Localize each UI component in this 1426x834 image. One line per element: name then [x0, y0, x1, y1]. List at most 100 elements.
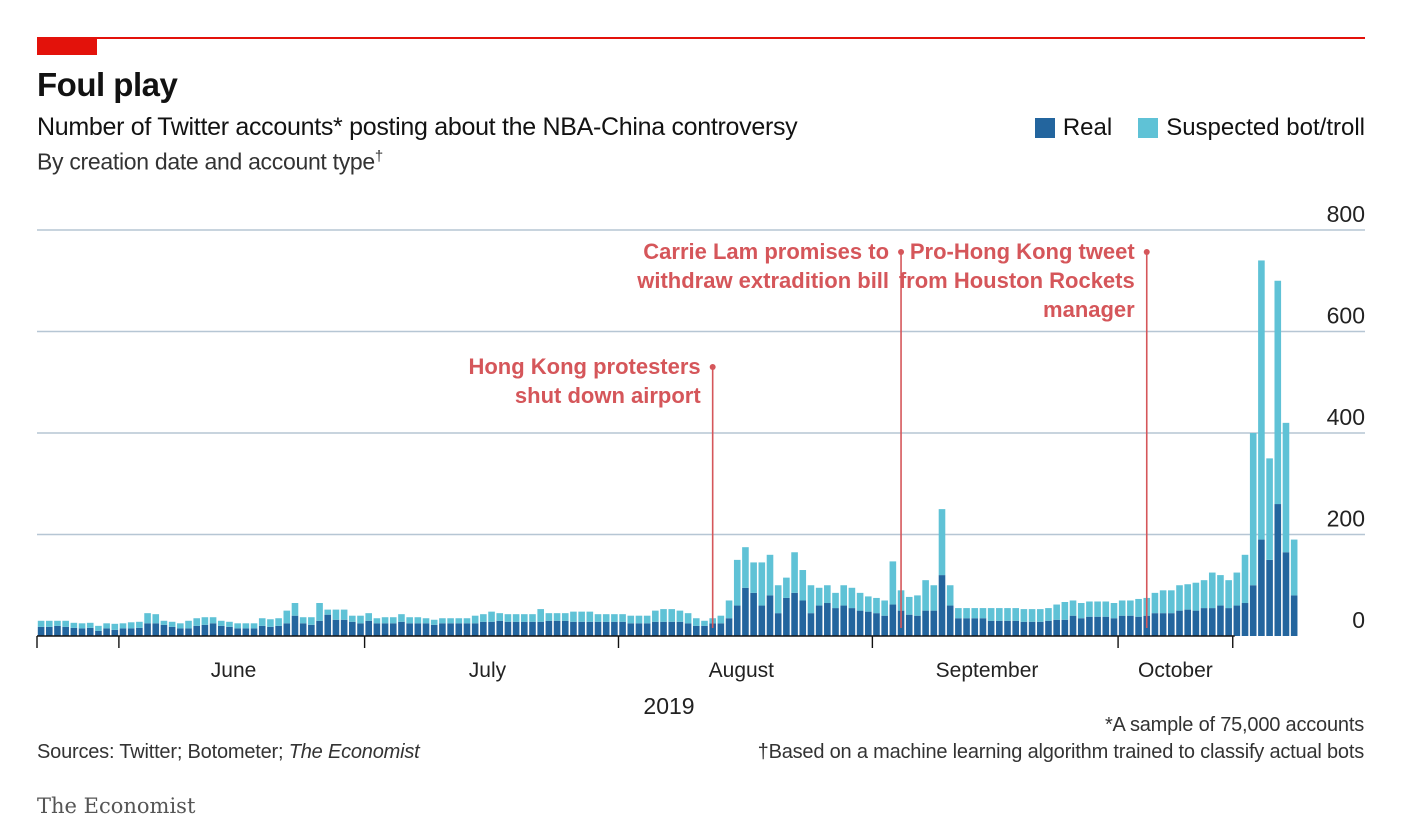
- bar-bot: [586, 611, 594, 622]
- bar-real: [578, 621, 585, 636]
- bar-bot: [1086, 601, 1093, 617]
- x-axis: June July August September October 2019: [36, 635, 1235, 719]
- top-rule: [37, 37, 1365, 39]
- bar-real: [1217, 605, 1224, 636]
- bar-real: [938, 575, 946, 636]
- bar-real: [422, 623, 430, 636]
- bar-real: [758, 605, 766, 636]
- gridlines: [37, 229, 1365, 536]
- bar-bot: [996, 608, 1003, 621]
- bar-bot: [267, 619, 274, 627]
- legend-label-real: Real: [1062, 114, 1113, 141]
- bar-bot: [635, 615, 643, 624]
- bar-bot: [127, 622, 135, 629]
- y-tick-label: 0: [1352, 607, 1365, 633]
- bar-real: [54, 625, 61, 636]
- bar-real: [1127, 615, 1134, 636]
- bar-bot: [824, 585, 831, 604]
- bar-real: [660, 621, 667, 636]
- bar-bot: [832, 592, 839, 609]
- bar-bot: [62, 620, 69, 627]
- bar-bot: [864, 596, 872, 612]
- annotation-dot: [1143, 249, 1150, 255]
- bar-bot: [37, 620, 45, 627]
- bar-bot: [881, 600, 888, 616]
- bar-bot: [1192, 582, 1200, 611]
- bar-real: [111, 629, 119, 636]
- x-month-label: September: [936, 659, 1039, 682]
- bar-real: [1004, 620, 1011, 636]
- bar-real: [283, 623, 291, 636]
- bar-bot: [152, 614, 160, 624]
- bar-real: [922, 610, 929, 636]
- bar-real: [103, 628, 110, 636]
- bar-real: [553, 620, 561, 636]
- bar-real: [856, 610, 864, 636]
- bar-bot: [668, 609, 676, 622]
- bar-real: [1110, 618, 1118, 636]
- legend-swatch-bot: [1138, 118, 1159, 138]
- bar-real: [160, 624, 168, 636]
- bar-real: [733, 605, 741, 636]
- bar-bot: [979, 608, 987, 619]
- bar-real: [1290, 595, 1298, 636]
- bar-bot: [1208, 572, 1216, 609]
- bar-real: [840, 605, 848, 636]
- y-axis-ticks: 0 200 400 600 800: [1327, 201, 1365, 633]
- bar-real: [905, 614, 913, 636]
- bar-real: [152, 623, 160, 636]
- bar-bot: [1077, 603, 1085, 619]
- bar-real: [45, 626, 53, 636]
- bar-bot: [1036, 609, 1044, 622]
- bar-bot: [86, 622, 94, 628]
- bar-bot: [45, 620, 53, 627]
- y-tick-label: 400: [1327, 404, 1365, 430]
- annotation-dot: [898, 249, 905, 255]
- bar-real: [496, 620, 504, 636]
- legend-item-real: Real: [1034, 114, 1113, 142]
- bar-real: [480, 621, 487, 636]
- bar-real: [95, 630, 102, 636]
- bar-bot: [504, 614, 512, 622]
- bar-bot: [447, 618, 454, 624]
- bar-real: [1086, 616, 1093, 636]
- bar-bot: [480, 614, 487, 622]
- bar-real: [881, 615, 888, 636]
- bar-real: [78, 628, 86, 636]
- bar-real: [340, 619, 348, 636]
- economist-logo-text: The Economist: [37, 794, 196, 818]
- bar-real: [463, 623, 471, 636]
- bar-real: [1249, 585, 1257, 636]
- bar-real: [324, 614, 332, 636]
- bar-bot: [955, 608, 962, 619]
- bar-bot: [938, 509, 946, 576]
- bar-real: [430, 624, 438, 636]
- bar-bot: [422, 618, 430, 624]
- bar-bot: [717, 615, 725, 624]
- bar-bot: [619, 614, 626, 622]
- bar-real: [275, 625, 282, 636]
- bar-bot: [275, 618, 282, 626]
- bar-real: [946, 605, 954, 636]
- bar-real: [1241, 603, 1249, 636]
- annotation-label: Carrie Lam promises to: [643, 239, 889, 264]
- legend-swatch-real: [1034, 118, 1055, 138]
- bar-bot: [1094, 601, 1101, 617]
- bar-bot: [177, 623, 184, 629]
- bar-real: [570, 621, 577, 636]
- bar-bot: [70, 622, 78, 628]
- bar-bot: [774, 585, 782, 614]
- bar-real: [521, 621, 528, 636]
- bar-bot: [168, 621, 176, 627]
- bar-real: [832, 608, 839, 636]
- bar-real: [1176, 610, 1183, 636]
- bar-real: [455, 623, 463, 636]
- bar-real: [537, 621, 544, 636]
- bar-bot: [217, 620, 225, 626]
- bar-real: [1020, 621, 1028, 636]
- bar-bot: [791, 552, 798, 593]
- bar-bot: [103, 623, 110, 629]
- bar-real: [1135, 616, 1142, 636]
- bar-bot: [455, 618, 463, 624]
- bar-real: [316, 620, 323, 636]
